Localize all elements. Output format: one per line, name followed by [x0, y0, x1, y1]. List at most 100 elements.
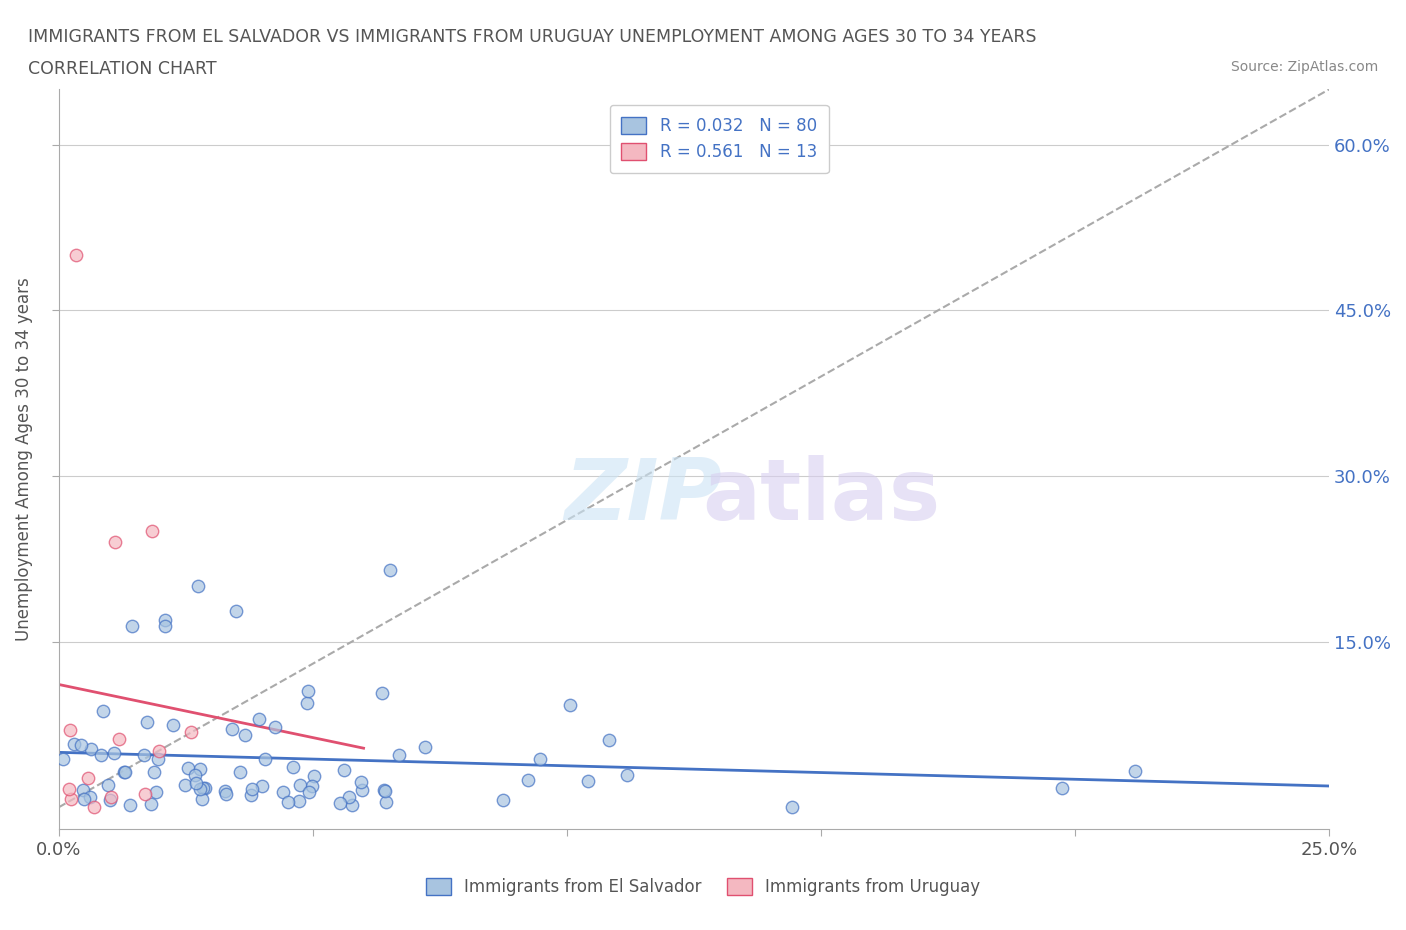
- Point: [59, 791, 82, 806]
- Point: [80, 742, 103, 757]
- Text: ZIP: ZIP: [564, 455, 721, 538]
- Point: [191, 780, 214, 795]
- Point: [252, 778, 274, 793]
- Point: [350, 783, 373, 798]
- Point: [492, 792, 515, 807]
- Point: [69, 738, 91, 753]
- Point: [558, 698, 581, 712]
- Point: [187, 579, 209, 594]
- Point: [72, 783, 94, 798]
- Point: [139, 796, 162, 811]
- Point: [380, 563, 402, 578]
- Legend: Immigrants from El Salvador, Immigrants from Uruguay: Immigrants from El Salvador, Immigrants …: [419, 871, 987, 903]
- Point: [225, 604, 247, 618]
- Y-axis label: Unemployment Among Ages 30 to 34 years: Unemployment Among Ages 30 to 34 years: [15, 277, 32, 642]
- Point: [287, 793, 309, 808]
- Point: [413, 740, 436, 755]
- Point: [79, 790, 101, 804]
- Point: [63, 737, 86, 751]
- Point: [283, 759, 305, 774]
- Point: [780, 800, 803, 815]
- Point: [114, 764, 136, 779]
- Point: [1125, 764, 1147, 778]
- Point: [271, 784, 294, 799]
- Point: [340, 798, 363, 813]
- Point: [145, 785, 167, 800]
- Point: [277, 794, 299, 809]
- Point: [373, 783, 395, 798]
- Point: [121, 618, 143, 633]
- Point: [576, 774, 599, 789]
- Point: [184, 767, 207, 782]
- Point: [98, 792, 121, 807]
- Point: [215, 787, 238, 802]
- Point: [529, 751, 551, 766]
- Point: [240, 781, 263, 796]
- Point: [240, 788, 263, 803]
- Point: [194, 780, 217, 795]
- Point: [233, 727, 256, 742]
- Point: [104, 535, 127, 550]
- Point: [180, 724, 202, 739]
- Point: [329, 795, 352, 810]
- Point: [214, 784, 236, 799]
- Point: [148, 744, 170, 759]
- Point: [295, 696, 318, 711]
- Point: [176, 760, 198, 775]
- Point: [107, 731, 129, 746]
- Point: [247, 711, 270, 726]
- Point: [298, 785, 321, 800]
- Point: [517, 773, 540, 788]
- Point: [337, 790, 360, 804]
- Point: [58, 781, 80, 796]
- Point: [598, 733, 620, 748]
- Point: [91, 703, 114, 718]
- Point: [288, 777, 311, 792]
- Point: [350, 774, 373, 789]
- Point: [184, 776, 207, 790]
- Point: [142, 764, 165, 779]
- Legend: R = 0.032   N = 80, R = 0.561   N = 13: R = 0.032 N = 80, R = 0.561 N = 13: [610, 105, 828, 173]
- Point: [254, 751, 277, 766]
- Point: [188, 762, 211, 777]
- Text: CORRELATION CHART: CORRELATION CHART: [28, 60, 217, 78]
- Point: [83, 799, 105, 814]
- Point: [52, 751, 75, 766]
- Point: [155, 618, 177, 633]
- Point: [388, 748, 411, 763]
- Point: [65, 247, 87, 262]
- Point: [97, 777, 120, 792]
- Point: [333, 763, 356, 777]
- Point: [73, 791, 96, 806]
- Text: atlas: atlas: [702, 455, 941, 538]
- Point: [100, 790, 122, 804]
- Point: [191, 791, 214, 806]
- Point: [141, 524, 163, 538]
- Point: [297, 684, 319, 698]
- Point: [1052, 780, 1074, 795]
- Point: [134, 787, 156, 802]
- Point: [90, 747, 112, 762]
- Point: [134, 748, 156, 763]
- Point: [162, 717, 184, 732]
- Point: [112, 764, 135, 779]
- Text: IMMIGRANTS FROM EL SALVADOR VS IMMIGRANTS FROM URUGUAY UNEMPLOYMENT AMONG AGES 3: IMMIGRANTS FROM EL SALVADOR VS IMMIGRANT…: [28, 28, 1036, 46]
- Point: [374, 784, 396, 799]
- Text: Source: ZipAtlas.com: Source: ZipAtlas.com: [1230, 60, 1378, 74]
- Point: [136, 715, 159, 730]
- Point: [229, 764, 252, 779]
- Point: [77, 770, 100, 785]
- Point: [146, 752, 169, 767]
- Point: [188, 781, 211, 796]
- Point: [616, 767, 638, 782]
- Point: [304, 768, 326, 783]
- Point: [155, 612, 177, 627]
- Point: [301, 778, 323, 793]
- Point: [375, 795, 398, 810]
- Point: [221, 722, 243, 737]
- Point: [263, 719, 285, 734]
- Point: [370, 685, 392, 700]
- Point: [103, 745, 125, 760]
- Point: [174, 777, 197, 792]
- Point: [58, 723, 80, 737]
